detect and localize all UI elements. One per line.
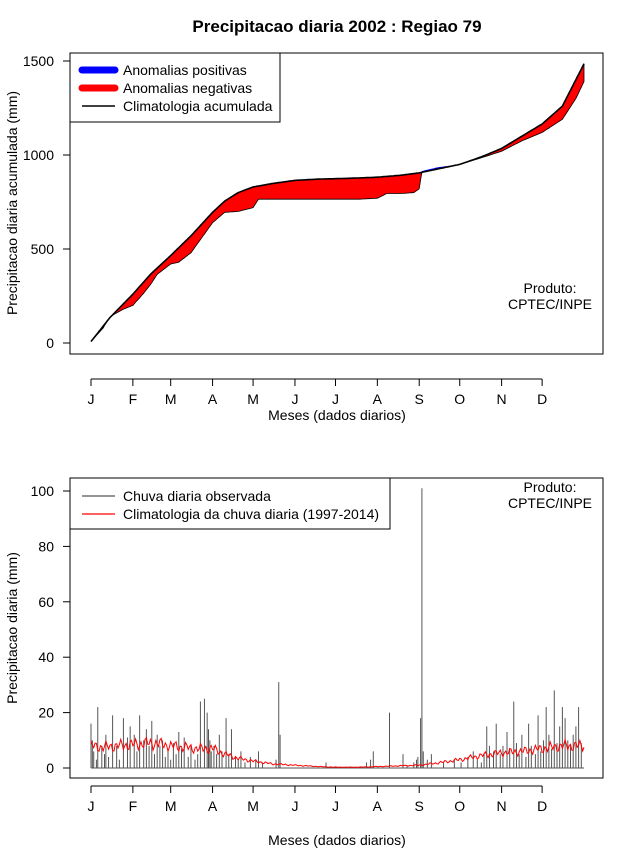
top-x-tick-label: F <box>129 391 138 407</box>
top-annotation-line-1: Produto: <box>524 280 577 296</box>
top-x-tick-label: J <box>291 391 298 407</box>
top-x-tick-label: N <box>497 391 507 407</box>
daily-climatology-line <box>90 736 585 768</box>
bottom-y-tick-label: 60 <box>38 594 54 610</box>
top-x-tick-label: A <box>208 391 218 407</box>
top-x-axis-label: Meses (dados diarios) <box>268 407 406 423</box>
bottom-legend: Chuva diaria observada Climatologia da c… <box>69 477 391 530</box>
bottom-y-tick-label: 100 <box>31 483 55 499</box>
bottom-y-axis-label: Precipitacao diaria (mm) <box>4 552 20 704</box>
legend-label-negative: Anomalias negativas <box>123 80 252 96</box>
climatology-cumulative-line <box>90 63 585 343</box>
top-plot-area: 0 500 1000 1500 J F M A M J J A S O N D <box>23 53 585 407</box>
top-x-tick-label: M <box>247 391 259 407</box>
top-x-tick-label: J <box>88 391 95 407</box>
top-x-tick-label: S <box>415 391 424 407</box>
bottom-plot-area: 0 20 40 60 80 100 J F M A M J J A S O N D <box>31 483 585 814</box>
legend-label-climatology: Climatologia acumulada <box>123 98 273 114</box>
top-x-tick-label: D <box>537 391 547 407</box>
bottom-annotation-line-2: CPTEC/INPE <box>508 495 592 511</box>
bottom-x-tick-label: S <box>415 798 424 814</box>
top-y-tick-label: 1000 <box>23 147 54 163</box>
bottom-x-tick-label: F <box>129 798 138 814</box>
top-x-tick-label: A <box>373 391 383 407</box>
legend-label-positive: Anomalias positivas <box>123 62 247 78</box>
bottom-x-tick-label: M <box>165 798 177 814</box>
bottom-y-tick-label: 80 <box>38 538 54 554</box>
bottom-y-tick-label: 20 <box>38 705 54 721</box>
bottom-annotation-line-1: Produto: <box>524 479 577 495</box>
bottom-x-tick-label: J <box>332 798 339 814</box>
legend-label-daily-climatology: Climatologia da chuva diaria (1997-2014) <box>123 506 379 522</box>
top-annotation-line-2: CPTEC/INPE <box>508 296 592 312</box>
bottom-x-tick-label: M <box>247 798 259 814</box>
bottom-x-tick-label: J <box>88 798 95 814</box>
top-legend: Anomalias positivas Anomalias negativas … <box>69 52 281 123</box>
top-y-tick-label: 500 <box>31 241 55 257</box>
bottom-legend-box <box>69 477 391 530</box>
top-x-tick-label: M <box>165 391 177 407</box>
chart-title: Precipitacao diaria 2002 : Regiao 79 <box>192 17 481 36</box>
bottom-x-axis-label: Meses (dados diarios) <box>268 832 406 848</box>
bottom-x-tick-label: N <box>497 798 507 814</box>
bottom-y-tick-label: 0 <box>46 760 54 776</box>
top-x-tick-label: J <box>332 391 339 407</box>
top-y-tick-label: 0 <box>46 335 54 351</box>
top-x-tick-label: O <box>454 391 465 407</box>
bottom-x-tick-label: O <box>454 798 465 814</box>
bottom-x-tick-label: D <box>537 798 547 814</box>
top-y-tick-label: 1500 <box>23 53 54 69</box>
legend-label-observed: Chuva diaria observada <box>123 488 271 504</box>
bottom-y-tick-label: 40 <box>38 649 54 665</box>
top-y-axis-label: Precipitacao diaria acumulada (mm) <box>4 91 20 315</box>
bottom-x-tick-label: A <box>208 798 218 814</box>
top-plot-box <box>69 52 604 355</box>
bottom-x-tick-label: J <box>291 798 298 814</box>
bottom-x-tick-label: A <box>373 798 383 814</box>
